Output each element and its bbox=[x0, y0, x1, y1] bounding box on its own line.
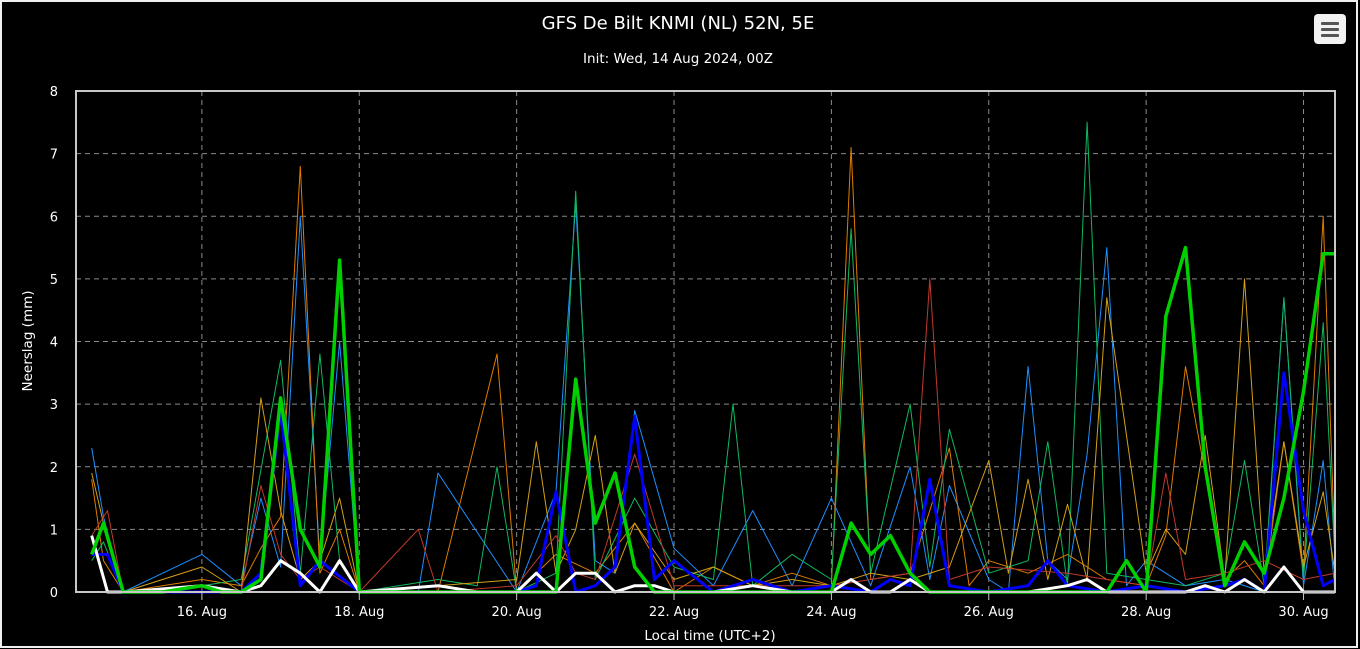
chart-subtitle: Init: Wed, 14 Aug 2024, 00Z bbox=[583, 51, 773, 67]
y-axis-ticks: 0 1 2 3 4 5 6 7 8 bbox=[50, 85, 58, 601]
x-tick-label: 22. Aug bbox=[649, 605, 699, 620]
series-line-7 bbox=[90, 535, 1335, 594]
series-line-4 bbox=[91, 278, 1336, 593]
x-axis-title: Local time (UTC+2) bbox=[644, 628, 775, 644]
series-line-1 bbox=[91, 203, 1336, 593]
x-tick-label: 20. Aug bbox=[492, 605, 542, 620]
y-tick-label: 6 bbox=[50, 210, 58, 225]
x-tick-label: 18. Aug bbox=[334, 605, 384, 620]
series-line-5 bbox=[91, 278, 1336, 593]
y-tick-label: 7 bbox=[50, 148, 58, 163]
x-tick-label: 26. Aug bbox=[964, 605, 1014, 620]
y-tick-label: 8 bbox=[50, 85, 58, 100]
plot-border bbox=[75, 90, 1336, 593]
hamburger-menu-icon[interactable] bbox=[1314, 14, 1346, 44]
y-tick-label: 1 bbox=[50, 523, 58, 538]
x-tick-label: 24. Aug bbox=[806, 605, 856, 620]
x-tick-label: 28. Aug bbox=[1121, 605, 1171, 620]
grid bbox=[76, 91, 1335, 592]
x-axis-ticks: 16. Aug 18. Aug 20. Aug 22. Aug 24. Aug 26. A… bbox=[177, 592, 1329, 620]
series-line-2 bbox=[91, 146, 1336, 593]
y-tick-label: 0 bbox=[50, 586, 58, 601]
x-tick-label: 30. Aug bbox=[1278, 605, 1328, 620]
y-axis-title: Neerslag (mm) bbox=[20, 290, 36, 391]
y-tick-label: 2 bbox=[50, 461, 58, 476]
y-tick-label: 3 bbox=[50, 398, 58, 413]
y-tick-label: 5 bbox=[50, 273, 58, 288]
series-lines bbox=[90, 121, 1336, 594]
y-tick-label: 4 bbox=[50, 336, 58, 351]
x-tick-label: 16. Aug bbox=[177, 605, 227, 620]
chart-title: GFS De Bilt KNMI (NL) 52N, 5E bbox=[541, 13, 815, 34]
series-line-3 bbox=[91, 121, 1336, 593]
